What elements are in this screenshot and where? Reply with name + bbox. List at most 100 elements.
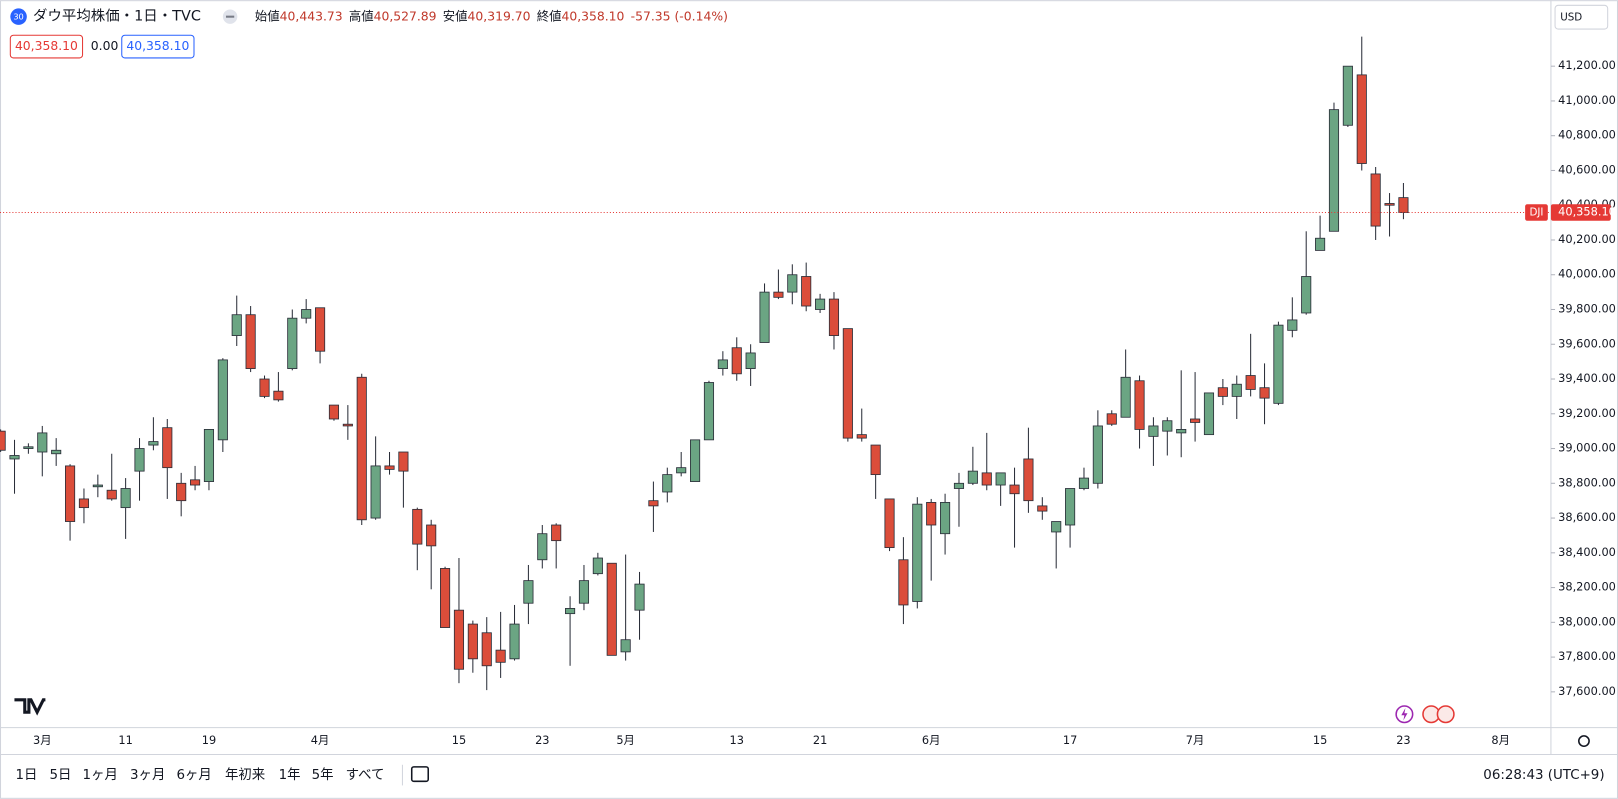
range-button[interactable]: 5日 xyxy=(50,768,72,783)
range-button[interactable]: 年初来 xyxy=(225,767,265,783)
collapse-icon xyxy=(225,15,235,18)
input-value: 40,358.10 xyxy=(126,39,189,53)
event-icon[interactable] xyxy=(1436,705,1455,724)
candle-body xyxy=(356,376,367,521)
candle-body xyxy=(1203,392,1215,436)
candle-body xyxy=(981,472,992,486)
candle-body xyxy=(0,430,6,451)
candle-body xyxy=(523,580,534,604)
badge-text: 30 xyxy=(13,12,23,22)
ohlc-value: 40,527.89 xyxy=(374,9,437,23)
candle-body xyxy=(467,623,478,660)
settings-icon[interactable] xyxy=(1578,735,1590,747)
candle-body xyxy=(426,524,437,547)
y-tick-label: 37,800.00 xyxy=(1558,649,1616,663)
candle-body xyxy=(648,500,659,507)
range-button[interactable]: すべて xyxy=(346,767,385,783)
candle-body xyxy=(815,298,826,310)
candle-body xyxy=(51,449,62,455)
ohlc-legend: 始値40,443.73 高値40,527.89 安値40,319.70 終値40,35… xyxy=(255,8,728,23)
candle-body xyxy=(842,328,853,439)
candle-body xyxy=(898,559,909,606)
candle-body xyxy=(620,639,631,653)
currency-button[interactable] xyxy=(1554,4,1609,30)
candle-body xyxy=(634,583,645,611)
y-tick-label: 39,800.00 xyxy=(1558,301,1616,315)
candle-body xyxy=(537,533,548,561)
input-box[interactable] xyxy=(9,34,84,59)
candle-body xyxy=(328,404,340,420)
range-button[interactable]: 6ヶ月 xyxy=(176,768,211,783)
candle-body xyxy=(551,524,562,542)
x-tick-label: 11 xyxy=(118,733,132,747)
candle-body xyxy=(92,484,103,488)
candle-body xyxy=(578,580,590,604)
candle-body xyxy=(1106,413,1117,425)
candle-body xyxy=(203,429,215,482)
candle-body xyxy=(301,309,312,319)
candle-body xyxy=(134,448,145,472)
y-tick-label: 38,000.00 xyxy=(1558,614,1616,628)
candle-body xyxy=(1148,425,1159,437)
candle-body xyxy=(565,608,576,615)
y-tick-label: 38,200.00 xyxy=(1558,580,1616,594)
candle-body xyxy=(745,352,756,370)
candle-body xyxy=(245,314,256,370)
candle-body xyxy=(231,314,242,336)
candle-body xyxy=(1009,484,1020,495)
candle-body xyxy=(1370,173,1381,227)
input-box[interactable] xyxy=(121,34,195,59)
candle-body xyxy=(926,501,937,526)
candle-body xyxy=(217,359,228,441)
candle-body xyxy=(315,307,326,352)
candle-body xyxy=(731,347,742,375)
price-label: 40,358.10 xyxy=(1558,205,1616,219)
range-button[interactable]: 1ヶ月 xyxy=(83,768,118,783)
candle-body xyxy=(120,488,131,509)
candle-body xyxy=(398,451,409,472)
date-range-icon[interactable] xyxy=(410,766,430,783)
y-tick-label: 39,600.00 xyxy=(1558,336,1616,350)
candle-body xyxy=(1231,383,1242,397)
range-button[interactable]: 1年 xyxy=(279,767,301,783)
range-button[interactable]: 3ヶ月 xyxy=(130,768,165,783)
ohlc-value: 40,443.73 xyxy=(280,9,343,23)
y-tick-label: 39,000.00 xyxy=(1558,441,1616,455)
candle-body xyxy=(481,632,492,667)
range-button[interactable]: 1日 xyxy=(15,768,37,783)
y-tick-label: 40,000.00 xyxy=(1558,267,1616,281)
y-tick-label: 39,400.00 xyxy=(1558,371,1616,385)
input-value: 40,358.10 xyxy=(15,39,78,53)
y-tick-label: 37,600.00 xyxy=(1558,684,1616,698)
y-tick-label: 41,000.00 xyxy=(1558,93,1616,107)
x-tick-label: 15 xyxy=(452,733,466,747)
candle-body xyxy=(606,562,617,656)
candle-body xyxy=(884,498,895,549)
ohlc-label: 終値 xyxy=(537,8,562,23)
candle-body xyxy=(370,465,381,519)
x-tick-label: 23 xyxy=(1396,733,1410,747)
candle-body xyxy=(703,382,715,441)
y-tick-label: 39,200.00 xyxy=(1558,406,1616,420)
candle-body xyxy=(967,470,978,484)
candle-body xyxy=(828,298,840,336)
candle-body xyxy=(1384,203,1395,206)
candle-body xyxy=(1273,324,1284,404)
candle-body xyxy=(78,498,90,509)
candle-body xyxy=(717,359,728,370)
badge xyxy=(10,8,27,25)
candle-body xyxy=(1301,276,1312,314)
ohlc-value: 40,319.70 xyxy=(468,9,531,23)
candle-body xyxy=(1162,420,1173,432)
candle-body xyxy=(787,274,798,293)
candle-body xyxy=(1356,74,1367,164)
candle-body xyxy=(273,390,284,401)
range-button[interactable]: 5年 xyxy=(312,767,334,783)
y-tick-label: 41,200.00 xyxy=(1558,58,1616,72)
x-tick-label: 8月 xyxy=(1491,733,1510,747)
candle-body xyxy=(1315,237,1326,251)
logo xyxy=(14,698,46,716)
ohlc-label: 高値 xyxy=(349,8,374,23)
clock: 06:28:43 (UTC+9) xyxy=(1483,768,1604,783)
